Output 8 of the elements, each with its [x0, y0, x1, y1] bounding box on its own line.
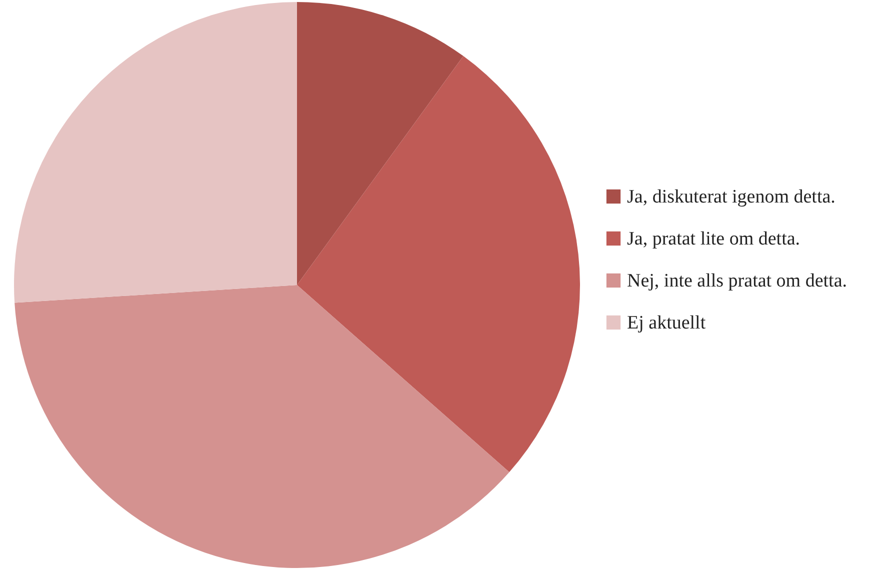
pie-slice — [297, 56, 580, 472]
pie-slice — [14, 2, 297, 303]
legend-label: Nej, inte alls pratat om detta. — [627, 270, 848, 292]
legend-label: Ja, pratat lite om detta. — [627, 228, 800, 250]
legend-label: Ej aktuellt — [627, 312, 706, 334]
legend-label: Ja, diskuterat igenom detta. — [627, 186, 836, 208]
pie-slice — [14, 285, 510, 568]
pie-slice — [297, 2, 464, 285]
